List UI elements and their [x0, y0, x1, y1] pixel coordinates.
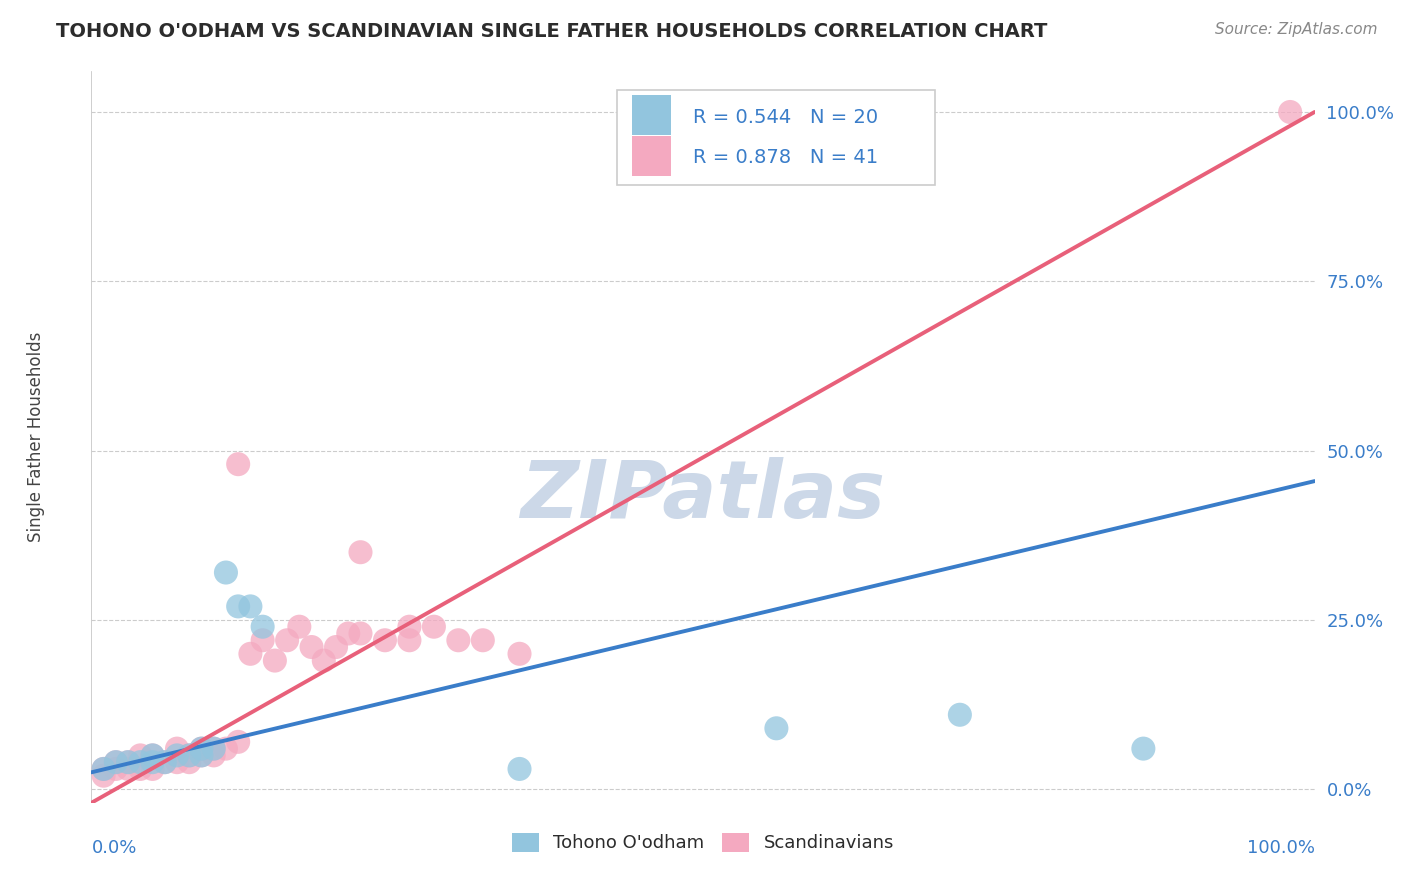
Text: 100.0%: 100.0%: [1247, 839, 1315, 857]
Point: [93, 769, 115, 783]
Point: [179, 748, 201, 763]
Point: [301, 640, 323, 654]
Point: [117, 755, 139, 769]
Point: [129, 755, 152, 769]
FancyBboxPatch shape: [617, 90, 935, 185]
Point: [117, 762, 139, 776]
Point: [226, 735, 249, 749]
Point: [239, 599, 262, 614]
Point: [374, 633, 396, 648]
Point: [129, 748, 152, 763]
Point: [141, 762, 163, 776]
Point: [190, 741, 212, 756]
Point: [423, 620, 446, 634]
Point: [179, 755, 201, 769]
Point: [398, 633, 420, 648]
Point: [239, 647, 262, 661]
Point: [190, 748, 212, 763]
Point: [252, 633, 274, 648]
Point: [325, 640, 347, 654]
Text: ZIPatlas: ZIPatlas: [520, 457, 886, 534]
Point: [215, 741, 238, 756]
Text: TOHONO O'ODHAM VS SCANDINAVIAN SINGLE FATHER HOUSEHOLDS CORRELATION CHART: TOHONO O'ODHAM VS SCANDINAVIAN SINGLE FA…: [56, 22, 1047, 41]
Point: [202, 748, 225, 763]
Point: [312, 654, 335, 668]
Point: [447, 633, 470, 648]
Point: [93, 762, 115, 776]
FancyBboxPatch shape: [633, 95, 671, 135]
Point: [104, 755, 127, 769]
Point: [129, 762, 152, 776]
Point: [252, 620, 274, 634]
Point: [153, 755, 176, 769]
Text: 0.0%: 0.0%: [91, 839, 136, 857]
Point: [179, 748, 201, 763]
Point: [215, 566, 238, 580]
Point: [349, 545, 371, 559]
Point: [93, 762, 115, 776]
Text: R = 0.544   N = 20: R = 0.544 N = 20: [693, 108, 879, 127]
Point: [471, 633, 494, 648]
Point: [141, 748, 163, 763]
Point: [509, 647, 531, 661]
Point: [153, 755, 176, 769]
Point: [202, 741, 225, 756]
Point: [117, 755, 139, 769]
Text: Single Father Households: Single Father Households: [27, 332, 45, 542]
Point: [337, 626, 360, 640]
Point: [166, 755, 188, 769]
Point: [398, 620, 420, 634]
Legend: Tohono O'odham, Scandinavians: Tohono O'odham, Scandinavians: [505, 826, 901, 860]
Point: [166, 741, 188, 756]
Point: [1132, 741, 1154, 756]
Point: [104, 762, 127, 776]
Text: R = 0.878   N = 41: R = 0.878 N = 41: [693, 148, 879, 167]
Point: [264, 654, 287, 668]
Point: [166, 748, 188, 763]
FancyBboxPatch shape: [633, 136, 671, 176]
Point: [276, 633, 298, 648]
Point: [141, 748, 163, 763]
Point: [949, 707, 972, 722]
Point: [202, 741, 225, 756]
Text: Source: ZipAtlas.com: Source: ZipAtlas.com: [1215, 22, 1378, 37]
Point: [288, 620, 311, 634]
Point: [104, 755, 127, 769]
Point: [509, 762, 531, 776]
Point: [1279, 105, 1302, 120]
Point: [190, 741, 212, 756]
Point: [141, 755, 163, 769]
Point: [765, 721, 787, 735]
Point: [190, 748, 212, 763]
Point: [226, 457, 249, 471]
Point: [226, 599, 249, 614]
Point: [349, 626, 371, 640]
